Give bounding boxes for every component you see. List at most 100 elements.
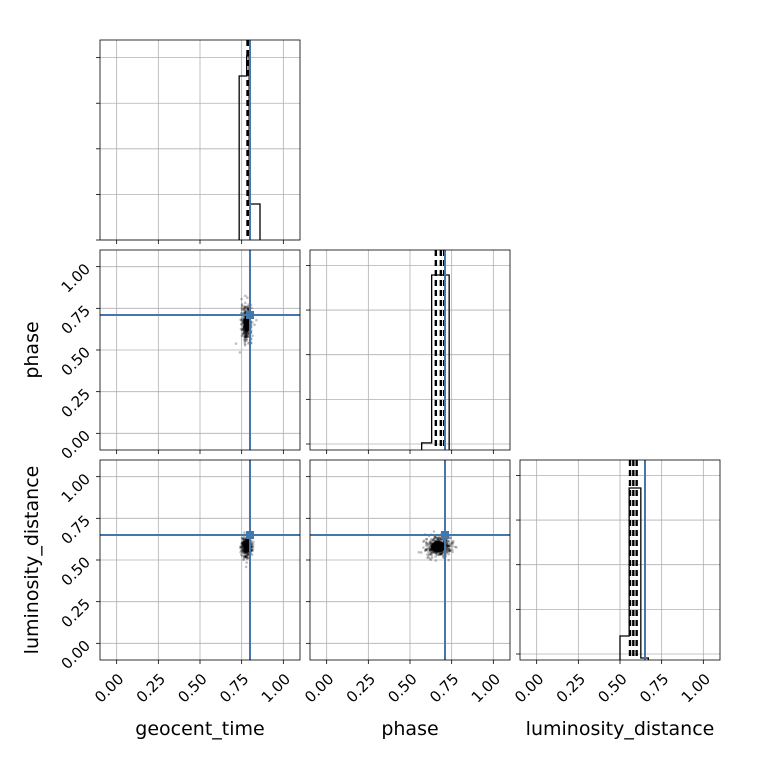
sample-point <box>452 540 455 543</box>
sample-point <box>240 303 244 306</box>
sample-point <box>441 550 445 554</box>
sample-point <box>429 549 432 552</box>
y-axis-label-phase: phase <box>21 321 43 378</box>
sample-point <box>455 546 458 549</box>
sample-point <box>250 549 254 552</box>
x-tick-label: 0.50 <box>174 670 210 706</box>
sample-point <box>448 549 452 553</box>
sample-point <box>243 531 246 534</box>
x-tick-label: 1.00 <box>258 670 294 706</box>
sample-point <box>241 542 244 546</box>
sample-point <box>244 334 247 337</box>
sample-point <box>243 555 247 558</box>
sample-point <box>246 308 250 312</box>
panel-frame <box>99 39 301 241</box>
sample-point <box>429 552 432 556</box>
sample-point <box>426 544 430 547</box>
sample-point <box>428 548 432 551</box>
panel-frame <box>309 459 511 661</box>
panel-frame <box>99 459 301 661</box>
sample-point <box>243 306 247 309</box>
sample-point <box>241 536 245 540</box>
sample-point <box>241 544 245 548</box>
sample-point <box>241 546 245 550</box>
sample-point <box>242 327 245 331</box>
sample-point <box>246 335 250 339</box>
sample-point <box>246 335 249 339</box>
sample-point <box>245 551 249 555</box>
sample-point <box>245 305 249 308</box>
sample-point <box>439 552 443 556</box>
sample-point <box>434 555 437 558</box>
sample-point <box>243 333 247 336</box>
sample-point <box>243 308 247 312</box>
sample-point <box>449 536 452 539</box>
sample-point <box>448 537 452 540</box>
sample-point <box>239 546 242 550</box>
sample-point <box>246 552 249 556</box>
sample-point <box>241 541 244 544</box>
sample-point <box>445 541 449 545</box>
x-tick-label: 0.50 <box>384 670 420 706</box>
sample-point <box>450 541 454 545</box>
sample-point <box>240 308 244 312</box>
sample-point <box>425 542 429 545</box>
sample-point <box>240 307 244 311</box>
sample-point <box>244 554 247 558</box>
sample-point <box>244 554 248 558</box>
sample-point <box>445 547 449 551</box>
x-tick-label: 0.25 <box>343 670 379 706</box>
sample-point <box>241 545 244 548</box>
sample-point <box>240 328 244 331</box>
sample-point <box>425 537 429 541</box>
sample-point <box>242 540 245 544</box>
sample-point <box>428 552 431 555</box>
sample-point <box>245 332 248 335</box>
sample-point <box>244 333 248 337</box>
sample-point <box>240 549 243 553</box>
y-tick-label: 1.00 <box>58 260 94 296</box>
sample-point <box>246 307 250 311</box>
sample-point <box>251 549 254 553</box>
sample-point <box>240 319 244 322</box>
sample-point <box>441 552 444 555</box>
sample-point <box>447 547 451 550</box>
sample-point <box>243 331 246 335</box>
sample-point <box>429 548 432 551</box>
sample-point <box>242 549 246 553</box>
sample-point <box>234 342 238 345</box>
sample-point <box>241 541 244 544</box>
y-tick-label: 0.25 <box>58 595 94 631</box>
sample-point <box>239 553 243 557</box>
sample-point <box>432 538 435 541</box>
sample-point <box>241 541 245 544</box>
sample-point <box>241 551 245 555</box>
sample-point <box>238 351 242 354</box>
sample-point <box>243 331 247 335</box>
sample-point <box>243 337 247 341</box>
sample-point <box>251 321 254 324</box>
sample-point <box>243 539 247 542</box>
sample-point <box>434 535 437 539</box>
sample-point <box>445 544 449 548</box>
sample-point <box>428 547 432 550</box>
sample-point <box>446 539 450 542</box>
sample-point <box>446 544 450 548</box>
sample-point <box>242 540 246 544</box>
sample-point <box>440 552 443 555</box>
sample-point <box>242 554 246 558</box>
sample-point <box>241 328 244 332</box>
sample-point <box>250 542 254 546</box>
sample-point <box>241 537 245 541</box>
panel-geocent_time-vs-luminosity_distance: 0.000.250.500.751.000.00 0.25 0.50 0.75 1.00… <box>58 459 301 740</box>
sample-point <box>250 548 253 551</box>
sample-point <box>239 545 242 548</box>
y-tick-label: 0.75 <box>58 302 94 338</box>
sample-point <box>244 305 248 309</box>
sample-point <box>432 530 436 533</box>
sample-point <box>241 332 245 336</box>
truth-marker <box>246 311 254 319</box>
sample-point <box>431 539 435 543</box>
sample-point <box>253 323 256 327</box>
